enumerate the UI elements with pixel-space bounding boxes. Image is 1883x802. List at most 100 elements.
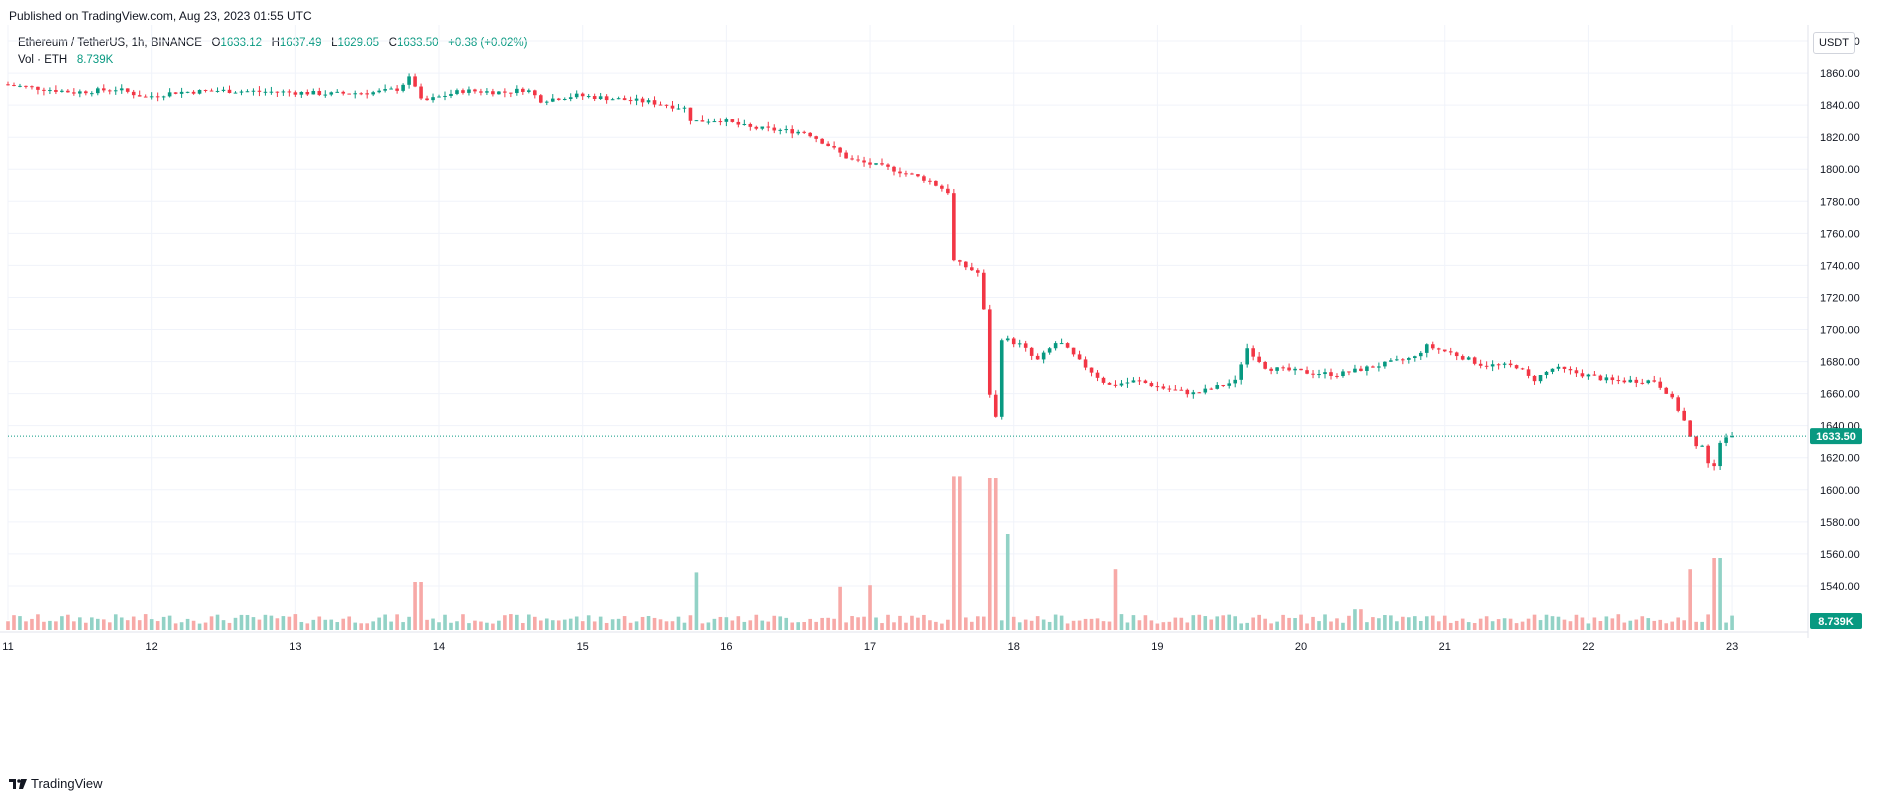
candle-up (497, 91, 501, 95)
volume-bar (1071, 620, 1076, 630)
volume-bar (1700, 621, 1704, 630)
candle-down (1622, 380, 1627, 383)
volume-bar (556, 620, 561, 630)
candle-down (652, 100, 657, 105)
candle-down (1652, 380, 1657, 382)
candle-down (868, 162, 872, 165)
volume-bar (1442, 615, 1447, 630)
volume-bar (1490, 621, 1495, 630)
candle-up (371, 92, 375, 95)
volume-bar (443, 614, 447, 630)
volume-bar (610, 619, 615, 630)
volume-bar (916, 617, 920, 630)
candle-down (1526, 369, 1531, 376)
tradingview-logo-icon (9, 778, 27, 789)
candle-up (515, 88, 519, 94)
symbol-title[interactable]: Ethereum / TetherUS, 1h, BINANCE (18, 37, 202, 49)
volume-bar (1029, 620, 1034, 630)
volume-bar (461, 614, 465, 630)
volume-bar (1514, 623, 1519, 630)
candle-up (676, 108, 681, 110)
volume-bar (1712, 558, 1716, 630)
candle-down (1107, 382, 1112, 385)
volume-bar (419, 582, 423, 630)
volume-bar (335, 622, 340, 630)
candle-up (1323, 372, 1327, 375)
candle-up (215, 90, 220, 92)
candle-down (1263, 361, 1267, 369)
candle-down (1299, 368, 1303, 371)
price-tick-label: 1820.00 (1820, 132, 1860, 144)
volume-bar (1598, 621, 1603, 630)
candle-up (485, 91, 489, 93)
volume-bar (1556, 616, 1561, 630)
volume-bar (431, 618, 435, 630)
volume-bar (371, 621, 375, 630)
candle-down (904, 173, 908, 175)
candle-down (275, 91, 280, 93)
candle-down (1610, 377, 1615, 381)
volume-bar (1293, 618, 1297, 630)
volume-bar (1395, 621, 1399, 630)
candle-up (377, 90, 381, 93)
volume-bar (538, 620, 543, 630)
volume-label[interactable]: Vol · ETH (18, 54, 68, 66)
time-tick-label: 16 (720, 641, 732, 653)
volume-bar (970, 621, 974, 630)
currency-unit-button[interactable]: USDT (1813, 32, 1855, 54)
volume-bar (658, 619, 663, 630)
candle-down (1095, 372, 1100, 378)
volume-bar (1520, 621, 1525, 630)
candle-down (808, 132, 812, 137)
volume-bar (155, 621, 160, 630)
candle-down (1221, 385, 1226, 387)
volume-bar (221, 620, 226, 630)
candle-down (922, 176, 926, 181)
candle-down (131, 91, 136, 96)
candle-up (1053, 343, 1058, 349)
volume-bar (754, 614, 759, 630)
candle-down (479, 91, 483, 93)
candle-down (30, 86, 34, 88)
volume-bar (1197, 614, 1202, 630)
high-label: H (271, 37, 280, 49)
price-tick-label: 1740.00 (1820, 260, 1860, 272)
candle-down (1347, 371, 1351, 373)
candle-up (1395, 359, 1399, 361)
volume-bar (844, 622, 848, 630)
candle-down (1676, 397, 1681, 411)
candle-down (622, 98, 627, 101)
candle-up (1389, 360, 1393, 362)
volume-bar (682, 622, 687, 630)
volume-bar (281, 616, 286, 630)
volume-bar (1610, 618, 1615, 630)
candle-down (886, 164, 890, 167)
volume-row: Vol · ETH 8.739K (18, 52, 527, 69)
candle-down (509, 92, 513, 94)
candle-down (1137, 380, 1142, 382)
current-price-badge (1810, 428, 1862, 445)
candle-down (748, 123, 753, 127)
candle-down (640, 98, 645, 103)
candle-up (1041, 352, 1046, 360)
candle-down (1011, 338, 1016, 345)
candle-down (521, 88, 525, 92)
volume-bar (814, 621, 818, 630)
candle-down (880, 163, 884, 165)
candle-down (413, 76, 417, 87)
volume-bar (1053, 614, 1058, 630)
volume-bar (1077, 620, 1082, 630)
candle-up (527, 90, 531, 92)
candle-down (1514, 365, 1519, 369)
candle-down (538, 95, 543, 103)
time-tick-label: 11 (2, 641, 13, 653)
candle-down (934, 180, 938, 186)
volume-bar (1311, 616, 1315, 630)
candle-down (838, 147, 842, 153)
candle-down (107, 90, 112, 92)
volume-bar (78, 617, 82, 630)
volume-bar (706, 622, 711, 630)
candle-down (24, 85, 28, 87)
close-value: 1633.50 (396, 37, 439, 49)
